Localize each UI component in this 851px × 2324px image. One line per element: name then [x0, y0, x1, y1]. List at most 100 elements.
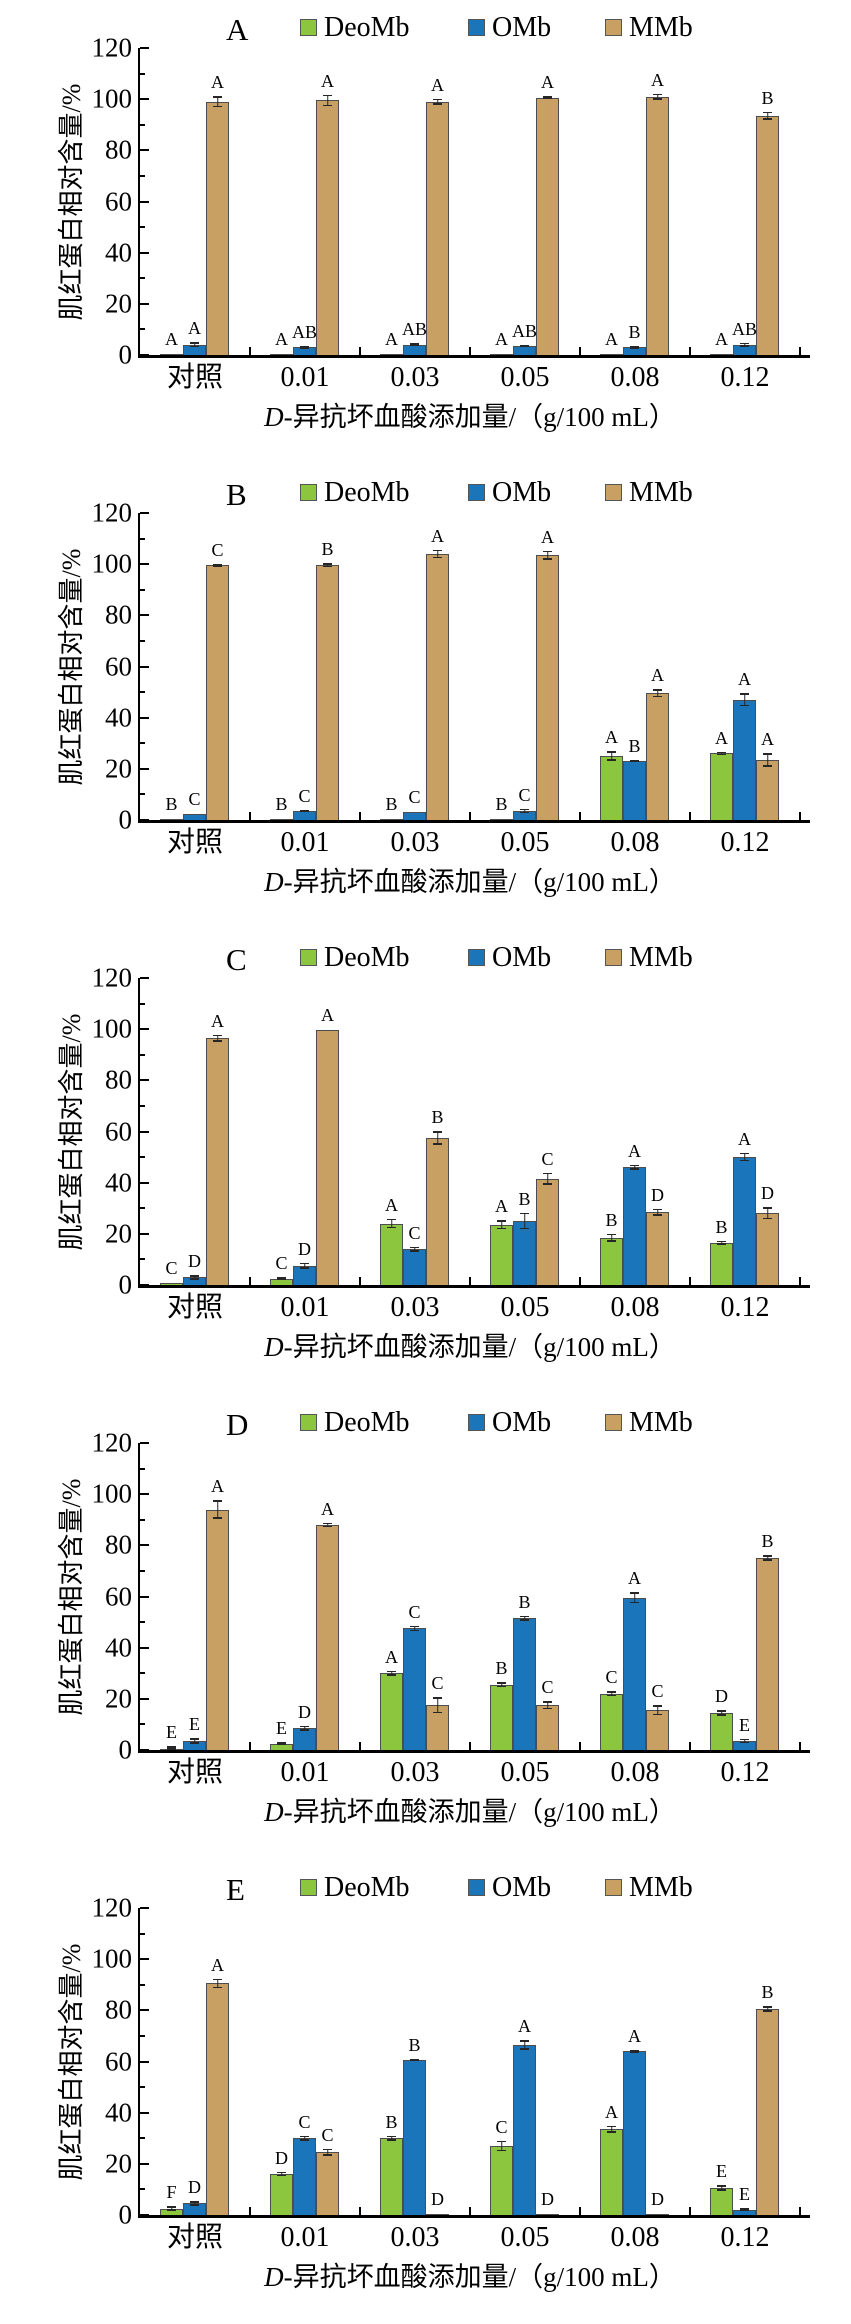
error-bar-cap-bottom: [630, 1168, 639, 1170]
bar-OMb-0.01: [293, 811, 316, 820]
bar-MMb-0.01: [316, 565, 339, 820]
y-tick-label: 20: [105, 753, 132, 784]
error-bar-cap-bottom: [630, 1601, 639, 1604]
y-tick-label: 20: [105, 1683, 132, 1714]
significance-letter: A: [188, 318, 201, 339]
error-bar-cap-top: [213, 1034, 222, 1037]
error-bar-cap-top: [277, 2171, 286, 2174]
y-major-tick: [140, 149, 149, 152]
bar-MMb-0.05: [536, 555, 559, 820]
error-bar-cap-bottom: [607, 2131, 616, 2133]
significance-letter: C: [431, 1673, 444, 1694]
y-tick-label: 120: [91, 497, 133, 528]
error-bar: [213, 564, 222, 567]
significance-letter: A: [541, 526, 554, 547]
error-bar-cap-bottom: [763, 765, 772, 767]
significance-letter: A: [715, 727, 728, 748]
significance-letter: C: [541, 1148, 554, 1169]
y-tick-label: 120: [91, 32, 133, 63]
error-bar-cap-top: [607, 1233, 616, 1236]
error-bar-cap-top: [497, 1682, 506, 1684]
bar-MMb-0.03: [426, 101, 449, 355]
error-bar: [277, 1277, 286, 1281]
x-tick: [799, 1277, 801, 1285]
error-bar: [607, 2125, 616, 2133]
bar-MMb-0.01: [316, 1524, 339, 1750]
bar-OMb-0.03: [403, 344, 426, 355]
error-bar-cap-top: [630, 2049, 639, 2052]
error-bar-cap-top: [190, 342, 199, 344]
significance-letter: B: [715, 1216, 728, 1237]
error-bar-cap-bottom: [607, 1240, 616, 1242]
error-bar: [410, 1246, 419, 1252]
error-bar-line: [436, 1697, 439, 1714]
y-minor-tick: [140, 1723, 145, 1726]
bar-MMb-0.05: [536, 1705, 559, 1750]
error-bar-line: [766, 1207, 769, 1220]
error-bar: [740, 1152, 749, 1162]
x-category-label: 0.05: [500, 1757, 550, 1788]
significance-letter: C: [651, 1681, 664, 1702]
error-bar: [190, 1275, 199, 1280]
legend-swatch-DeoMb: [300, 484, 317, 501]
error-bar: [740, 342, 749, 347]
significance-letter: C: [298, 2111, 311, 2132]
y-tick-label: 20: [105, 288, 132, 319]
x-axis-title-italic-prefix: D: [264, 1797, 284, 1827]
significance-letter: A: [321, 70, 334, 91]
error-bar-cap-top: [190, 1275, 199, 1277]
legend-swatch-MMb: [605, 484, 622, 501]
error-bar-cap-bottom: [543, 1183, 552, 1185]
x-axis-title-rest: -异抗坏血酸添加量/（g/100 mL）: [283, 2262, 676, 2292]
error-bar-cap-bottom: [653, 98, 662, 100]
error-bar-cap-top: [630, 759, 639, 762]
error-bar-cap-top: [497, 1220, 506, 1222]
error-bar: [543, 96, 552, 100]
legend-swatch-OMb: [468, 1414, 485, 1431]
y-minor-tick: [140, 1621, 145, 1624]
bar-DeoMb-0.05: [490, 818, 513, 820]
error-bar: [323, 1522, 332, 1528]
y-minor-tick: [140, 742, 145, 745]
y-tick-label: 40: [105, 237, 132, 268]
error-bar-line: [413, 1246, 416, 1252]
error-bar-cap-bottom: [190, 345, 199, 348]
bar-MMb-0.01: [316, 1030, 339, 1285]
significance-letter: A: [385, 1646, 398, 1667]
bar-OMb-0.12: [733, 699, 756, 820]
error-bar-cap-top: [213, 1500, 222, 1502]
bar-MMb-0.08: [646, 693, 669, 820]
x-category-label: 0.01: [280, 362, 330, 393]
error-bar-cap-bottom: [717, 1714, 726, 1716]
legend-swatch-MMb: [605, 19, 622, 36]
significance-letter: D: [298, 1238, 311, 1259]
legend-swatch-DeoMb: [300, 1414, 317, 1431]
bar-MMb-0.08: [646, 96, 669, 355]
y-major-tick: [140, 2060, 149, 2063]
y-major-tick: [140, 1130, 149, 1133]
error-bar-cap-bottom: [213, 105, 222, 108]
error-bar-cap-top: [433, 549, 442, 552]
x-category-label: 0.05: [500, 362, 550, 393]
significance-letter: AB: [401, 319, 428, 340]
error-bar: [323, 2148, 332, 2156]
legend-label: OMb: [492, 1407, 552, 1438]
error-bar-cap-top: [323, 1522, 332, 1525]
x-category-label: 0.08: [610, 827, 660, 858]
bar-MMb-0.08: [646, 1212, 669, 1285]
y-major-tick: [140, 2111, 149, 2114]
error-bar-cap-top: [167, 2206, 176, 2208]
error-bar-cap-top: [387, 2135, 396, 2138]
chart-panel-B: 肌红蛋白相对含量/% 0 20 40 60 80 100 120 对照 0.01 0.03 0.05 0…: [0, 465, 851, 930]
panel-letter: E: [226, 1872, 245, 1907]
error-bar-line: [743, 2208, 746, 2212]
x-tick: [249, 2207, 251, 2215]
y-tick-label: 0: [118, 2199, 133, 2230]
y-major-tick: [140, 302, 149, 305]
error-bar-line: [523, 1615, 526, 1621]
error-bar-line: [326, 1522, 329, 1528]
error-bar-line: [326, 2148, 329, 2156]
y-major-tick: [140, 354, 149, 356]
y-tick-label: 60: [105, 1116, 132, 1146]
x-tick: [579, 2207, 581, 2215]
